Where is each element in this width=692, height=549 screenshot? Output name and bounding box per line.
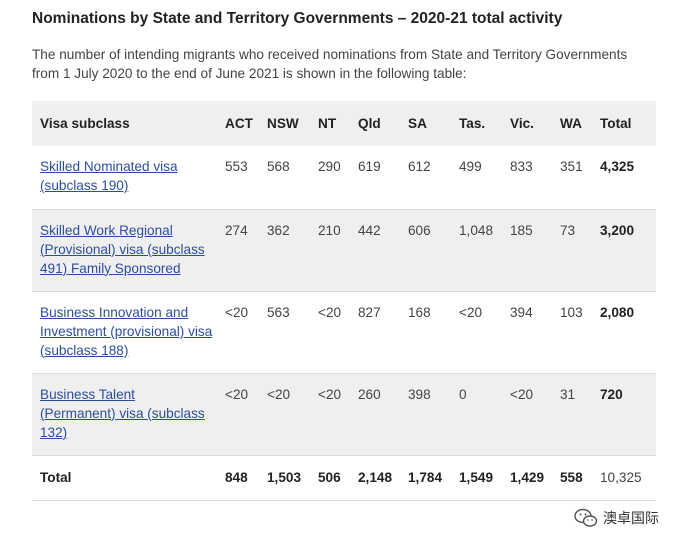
header-act: ACT — [219, 101, 261, 146]
header-total: Total — [594, 101, 656, 146]
table-cell: 274 — [219, 209, 261, 292]
table-cell: 398 — [402, 373, 453, 456]
table-header-row: Visa subclass ACT NSW NT Qld SA Tas. Vic… — [32, 101, 656, 146]
header-visa-subclass: Visa subclass — [32, 101, 219, 146]
visa-link-subclass-491[interactable]: Skilled Work Regional (Provisional) visa… — [40, 222, 205, 276]
table-cell: 394 — [504, 291, 554, 374]
table-cell: 168 — [402, 291, 453, 374]
visa-link-subclass-132[interactable]: Business Talent (Permanent) visa (subcla… — [40, 386, 205, 440]
table-cell: 210 — [312, 209, 352, 292]
total-cell: 848 — [219, 455, 261, 501]
table-cell: 827 — [352, 291, 402, 374]
table-row: Business Talent (Permanent) visa (subcla… — [32, 373, 656, 456]
visa-link-subclass-188[interactable]: Business Innovation and Investment (prov… — [40, 304, 213, 358]
table-row: Business Innovation and Investment (prov… — [32, 291, 656, 374]
table-cell: 31 — [554, 373, 594, 456]
table-row: Skilled Nominated visa (subclass 190) 55… — [32, 146, 656, 210]
table-cell: 833 — [504, 146, 554, 210]
row-total-cell: 2,080 — [594, 291, 656, 374]
watermark: 澳卓国际 — [574, 508, 659, 528]
table-cell: 103 — [554, 291, 594, 374]
visa-link-subclass-190[interactable]: Skilled Nominated visa (subclass 190) — [40, 159, 178, 193]
table-cell: 606 — [402, 209, 453, 292]
header-nt: NT — [312, 101, 352, 146]
table-cell: 612 — [402, 146, 453, 210]
table-cell: 563 — [261, 291, 312, 374]
table-cell: 290 — [312, 146, 352, 210]
table-cell: 499 — [453, 146, 504, 210]
table-cell: 619 — [352, 146, 402, 210]
total-cell: 1,503 — [261, 455, 312, 501]
total-row: Total 848 1,503 506 2,148 1,784 1,549 1,… — [32, 455, 656, 501]
table-cell: 553 — [219, 146, 261, 210]
header-qld: Qld — [352, 101, 402, 146]
wechat-icon — [574, 508, 598, 527]
header-vic: Vic. — [504, 101, 554, 146]
table-cell: 442 — [352, 209, 402, 292]
intro-paragraph: The number of intending migrants who rec… — [32, 47, 628, 81]
table-cell: <20 — [219, 373, 261, 456]
table-cell: <20 — [453, 291, 504, 374]
watermark-text: 澳卓国际 — [603, 510, 659, 526]
table-cell: <20 — [312, 291, 352, 374]
total-cell: 1,549 — [453, 455, 504, 501]
table-cell: 568 — [261, 146, 312, 210]
row-total-cell: 720 — [594, 373, 656, 456]
total-cell: 1,784 — [402, 455, 453, 501]
header-tas: Tas. — [453, 101, 504, 146]
table-cell: 185 — [504, 209, 554, 292]
total-row-label: Total — [32, 455, 219, 501]
page-title: Nominations by State and Territory Gover… — [32, 10, 563, 27]
total-cell: 2,148 — [352, 455, 402, 501]
table-cell: <20 — [312, 373, 352, 456]
table-cell: <20 — [219, 291, 261, 374]
table-cell: 1,048 — [453, 209, 504, 292]
header-sa: SA — [402, 101, 453, 146]
table-cell: 73 — [554, 209, 594, 292]
row-total-cell: 4,325 — [594, 146, 656, 210]
table-cell: 362 — [261, 209, 312, 292]
table-cell: <20 — [504, 373, 554, 456]
header-wa: WA — [554, 101, 594, 146]
table-cell: <20 — [261, 373, 312, 456]
table-cell: 0 — [453, 373, 504, 456]
row-total-cell: 3,200 — [594, 209, 656, 292]
total-cell: 1,429 — [504, 455, 554, 501]
total-cell: 558 — [554, 455, 594, 501]
table-cell: 260 — [352, 373, 402, 456]
table-cell: 351 — [554, 146, 594, 210]
nominations-table: Visa subclass ACT NSW NT Qld SA Tas. Vic… — [32, 101, 656, 501]
total-cell: 506 — [312, 455, 352, 501]
table-row: Skilled Work Regional (Provisional) visa… — [32, 209, 656, 292]
header-nsw: NSW — [261, 101, 312, 146]
grand-total-cell: 10,325 — [594, 455, 656, 501]
